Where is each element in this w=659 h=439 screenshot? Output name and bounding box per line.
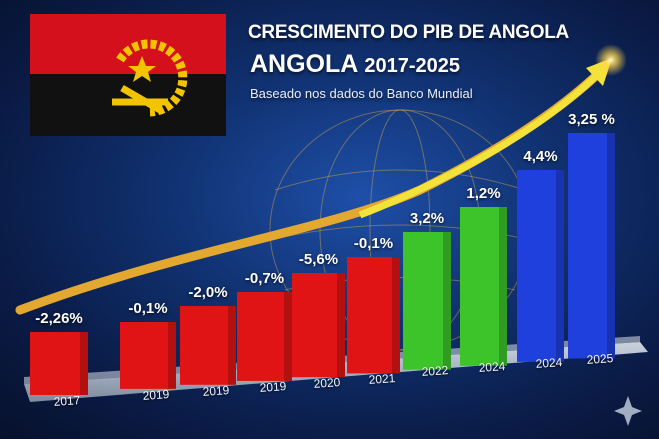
bar-2017 (30, 332, 88, 395)
bar-2025 (568, 133, 615, 359)
data-label: -2,0% (188, 284, 228, 301)
x-tick-label: 2024 (534, 354, 563, 371)
x-tick-label: 2019 (202, 382, 230, 399)
x-tick-label: 2025 (585, 351, 614, 368)
flag-emblem-icon (116, 39, 188, 117)
bar-2022 (403, 232, 451, 370)
data-label: -0,1% (353, 235, 394, 252)
data-label: 4,4% (523, 148, 558, 165)
bar-shade (168, 322, 176, 389)
title-country: ANGOLA (250, 50, 358, 78)
title-years: 2017-2025 (364, 55, 461, 77)
bar-shade (607, 133, 615, 359)
chart-subtitle: Baseado nos dados do Banco Mundial (250, 86, 473, 101)
x-tick-label: 2017 (53, 393, 81, 409)
x-tick-label: 2019 (258, 379, 287, 395)
bar-shade (556, 170, 564, 362)
data-label: 1,2% (466, 185, 501, 202)
bar-2020 (292, 273, 345, 378)
bar-shade (80, 332, 88, 395)
data-label: -0,1% (128, 300, 168, 317)
x-tick-label: 2020 (312, 375, 341, 392)
bar-shade (443, 232, 451, 370)
bar-2024 (517, 170, 564, 362)
data-label: -0,7% (244, 270, 285, 287)
bar-2019 (120, 322, 176, 389)
bar-2021 (347, 257, 400, 374)
bar-shade (499, 207, 507, 366)
bar-2019 (180, 306, 236, 385)
chart-title-line2: ANGOLA 2017-2025 (250, 50, 460, 79)
bar-2019 (237, 292, 292, 381)
bar-2024 (460, 207, 507, 366)
data-label: 3,25 % (568, 111, 615, 128)
data-label: 3,2% (409, 210, 445, 227)
x-tick-label: 2019 (142, 386, 170, 403)
data-label: -2,26% (35, 310, 83, 327)
bar-shade (392, 257, 400, 374)
sparkle-icon (614, 396, 642, 426)
chart-title: CRESCIMENTO DO PIB DE ANGOLA (248, 22, 569, 43)
x-tick-label: 2024 (477, 358, 506, 375)
x-tick-label: 2022 (421, 362, 449, 379)
bar-shade (228, 306, 236, 385)
bar-shade (337, 273, 345, 378)
angola-flag (30, 14, 226, 136)
bar-shade (284, 292, 292, 381)
data-label: -5,6% (298, 251, 339, 268)
bars-group (30, 133, 615, 395)
x-tick-label: 2021 (367, 371, 396, 388)
